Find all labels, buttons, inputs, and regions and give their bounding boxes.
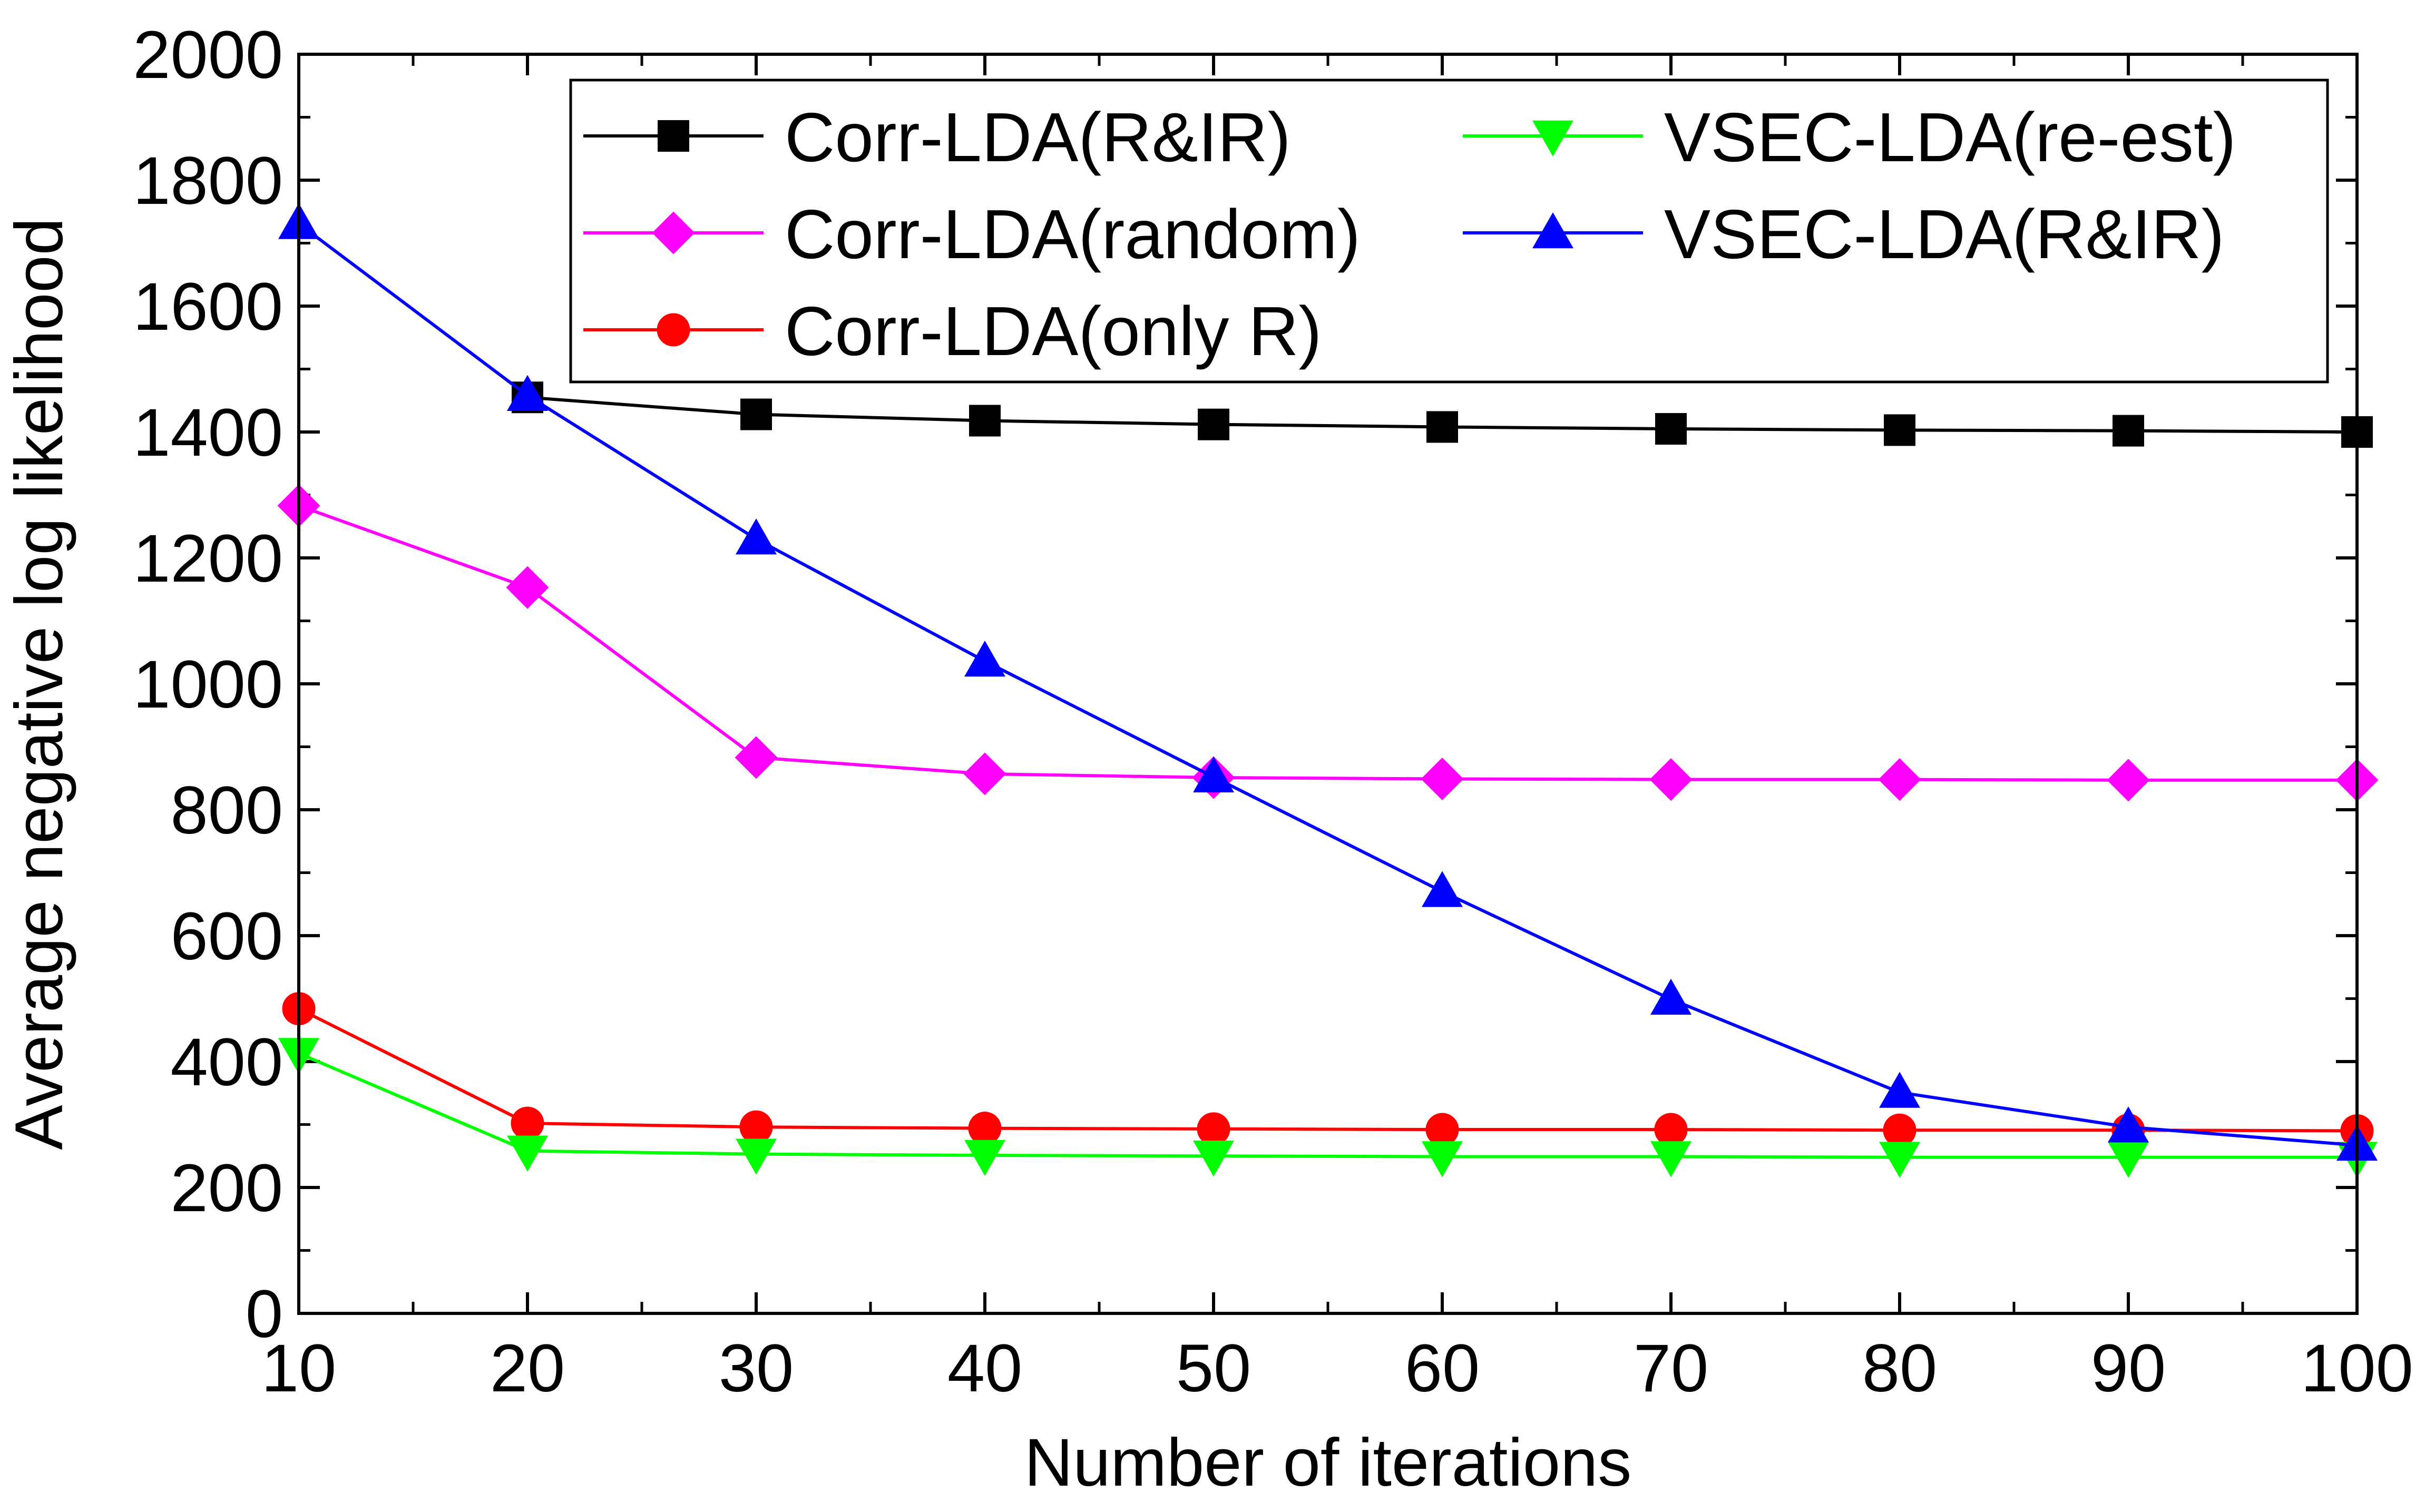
data-point	[1193, 1141, 1234, 1177]
y-tick-label: 1600	[133, 269, 283, 345]
x-tick-label: 90	[2091, 1331, 2166, 1406]
data-point	[507, 1135, 548, 1172]
series-layer	[277, 203, 2379, 1178]
legend-label: VSEC-LDA(R&IR)	[1664, 195, 2224, 273]
x-tick-label: 30	[719, 1331, 794, 1406]
data-point	[1193, 756, 1234, 793]
data-point	[1425, 1113, 1459, 1146]
data-point	[735, 736, 778, 779]
legend-marker	[1532, 120, 1573, 156]
y-tick-label: 1400	[133, 395, 283, 470]
x-tick-label: 50	[1176, 1331, 1251, 1406]
data-point	[1426, 411, 1458, 443]
y-tick-label: 2000	[133, 17, 283, 93]
data-point	[2108, 1142, 2149, 1178]
y-tick-label: 1800	[133, 143, 283, 219]
y-tick-label: 400	[170, 1025, 283, 1100]
x-tick-label: 10	[261, 1331, 336, 1406]
y-tick-label: 800	[170, 773, 283, 848]
series-line	[298, 1052, 2357, 1159]
data-point	[2113, 415, 2144, 447]
series-Corr-LDA(only R)	[282, 992, 2374, 1147]
data-point	[506, 566, 549, 609]
data-point	[511, 1106, 544, 1140]
series-line	[298, 1007, 2358, 1133]
legend-marker	[658, 120, 689, 152]
series-line	[298, 504, 2357, 782]
legend-marker	[1532, 212, 1573, 249]
x-tick-label: 20	[490, 1331, 565, 1406]
data-point	[1655, 413, 1687, 445]
data-point	[736, 1138, 777, 1175]
x-tick-label: 60	[1405, 1331, 1480, 1406]
y-tick-label: 200	[170, 1151, 283, 1226]
data-point	[1197, 1112, 1230, 1146]
data-point	[1650, 978, 1691, 1015]
data-point	[964, 1140, 1005, 1176]
legend: Corr-LDA(R&IR) VSEC-LDA(re-est) Corr-LDA(r…	[569, 78, 2329, 384]
legend-entry: Corr-LDA(only R)	[583, 292, 1322, 370]
data-point	[1879, 1142, 1920, 1178]
data-point	[969, 405, 1001, 437]
legend-box	[569, 78, 2329, 384]
data-point	[1883, 1113, 1916, 1147]
series-VSEC-LDA(re-est)	[278, 1038, 2378, 1178]
x-tick-label: 80	[1862, 1331, 1937, 1406]
data-point	[1878, 758, 1921, 801]
x-axis-title: Number of iterations	[1024, 1425, 1632, 1500]
legend-label: Corr-LDA(R&IR)	[785, 99, 1291, 176]
data-point	[2107, 759, 2150, 802]
data-point	[964, 640, 1005, 677]
data-point	[968, 1112, 1002, 1145]
data-point	[740, 398, 772, 430]
data-point	[2108, 1106, 2149, 1143]
data-point	[1650, 1141, 1691, 1177]
y-tick-label: 1200	[133, 521, 283, 596]
series-VSEC-LDA(R&IR)	[278, 203, 2378, 1161]
y-tick-label: 0	[246, 1277, 283, 1352]
data-point	[963, 752, 1006, 796]
legend-marker	[652, 211, 695, 254]
data-point	[1421, 757, 1464, 800]
y-axis-title: Average negative log likelihood	[2, 218, 77, 1150]
data-point	[1649, 758, 1693, 801]
x-tick-label: 40	[947, 1331, 1022, 1406]
data-point	[1422, 871, 1463, 907]
y-tick-label: 600	[170, 899, 283, 974]
legend-marker	[657, 313, 690, 347]
data-point	[1654, 1113, 1688, 1146]
data-point	[736, 518, 777, 555]
data-point	[1884, 414, 1915, 446]
plot-frame	[297, 53, 2359, 1315]
legend-entry: Corr-LDA(random)	[583, 195, 1361, 273]
legend-entry: VSEC-LDA(re-est)	[1463, 99, 2236, 176]
data-point	[1879, 1072, 1920, 1108]
y-tick-label: 1000	[133, 647, 283, 722]
series-line	[298, 222, 2358, 1147]
data-point	[1422, 1141, 1463, 1177]
legend-entry: Corr-LDA(R&IR)	[583, 99, 1291, 176]
legend-label: Corr-LDA(only R)	[785, 292, 1322, 370]
data-point	[507, 375, 548, 411]
x-tick-label: 100	[2301, 1331, 2413, 1406]
data-point	[1198, 408, 1229, 440]
legend-entry: VSEC-LDA(R&IR)	[1463, 195, 2224, 273]
legend-label: Corr-LDA(random)	[785, 195, 1361, 273]
legend-label: VSEC-LDA(re-est)	[1664, 99, 2236, 176]
axes: 10 20 30 40 50 60 70 80 90 1000200400600800100012…	[133, 17, 2413, 1406]
data-point	[739, 1110, 773, 1144]
x-tick-label: 70	[1634, 1331, 1708, 1406]
